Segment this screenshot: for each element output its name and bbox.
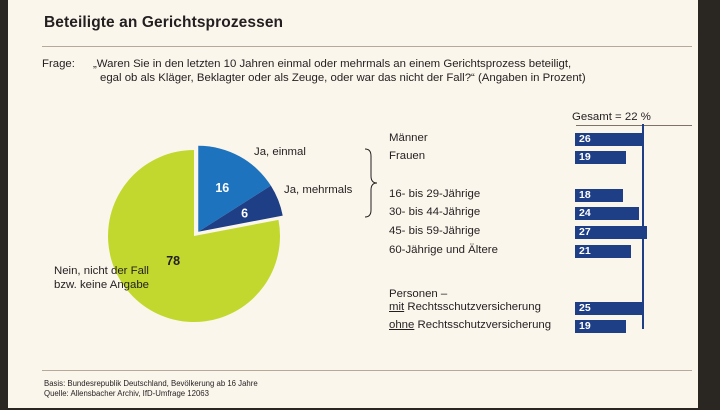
question-label: Frage: [42, 58, 75, 70]
pie-slice-einmal-value: 16 [215, 181, 229, 195]
bar-value-label: 24 [579, 207, 591, 219]
bar [575, 189, 623, 202]
bar [575, 151, 626, 164]
footer-basis: Basis: Bundesrepublik Deutschland, Bevöl… [44, 379, 258, 388]
bar [575, 245, 631, 258]
pie-slice-einmal [198, 145, 271, 232]
bar-value-label: 19 [579, 151, 591, 163]
bar-label: 45- bis 59-Jährige [389, 225, 481, 237]
pie-slice-nein-value: 78 [166, 254, 180, 268]
bar-label: Frauen [389, 150, 426, 162]
question-line-2: egal ob als Kläger, Beklagter oder als Z… [100, 72, 586, 84]
title-rule [42, 46, 692, 47]
bar [575, 133, 645, 146]
bar-label: ohne Rechtsschutzversicherung [389, 319, 552, 331]
bar [575, 226, 647, 239]
bar-value-label: 27 [579, 226, 591, 238]
bar-value-label: 19 [579, 320, 591, 332]
bar [575, 207, 639, 220]
bar-value-label: 18 [579, 189, 591, 201]
bar-label: Männer [389, 132, 428, 144]
pie-label-mehrmals: Ja, mehrmals [284, 184, 353, 196]
pie-slice-nein [108, 150, 280, 322]
bar-label: 60-Jährige und Ältere [389, 244, 498, 256]
footer-quelle: Quelle: Allensbacher Archiv, IfD-Umfrage… [44, 389, 209, 398]
bar-value-label: 26 [579, 133, 591, 145]
total-label: Gesamt = 22 % [572, 111, 651, 123]
pie-label-nein: Nein, nicht der Fall bzw. keine Angabe [54, 265, 149, 291]
chart-title: Beteiligte an Gerichtsprozessen [44, 14, 284, 31]
personen-label: Personen – [389, 288, 448, 300]
bar [575, 302, 642, 315]
total-rule [576, 125, 692, 126]
pie-slice-mehrmals-value: 6 [241, 206, 248, 220]
chart-card: Beteiligte an Gerichtsprozessen Frage: „… [8, 0, 698, 408]
question-line-1: „Waren Sie in den letzten 10 Jahren einm… [93, 58, 572, 70]
bar-label: 16- bis 29-Jährige [389, 188, 481, 200]
bar-label: mit Rechtsschutzversicherung [389, 301, 541, 313]
bar [575, 320, 626, 333]
bar-value-label: 21 [579, 245, 591, 257]
bar-label: 30- bis 44-Jährige [389, 206, 481, 218]
pie-chart: 16 6 78 [108, 145, 283, 322]
bracket [364, 148, 378, 218]
footer-rule [42, 370, 692, 371]
pie-slice-mehrmals [198, 185, 283, 232]
pie-label-einmal: Ja, einmal [254, 146, 306, 158]
bar-value-label: 25 [579, 302, 591, 314]
